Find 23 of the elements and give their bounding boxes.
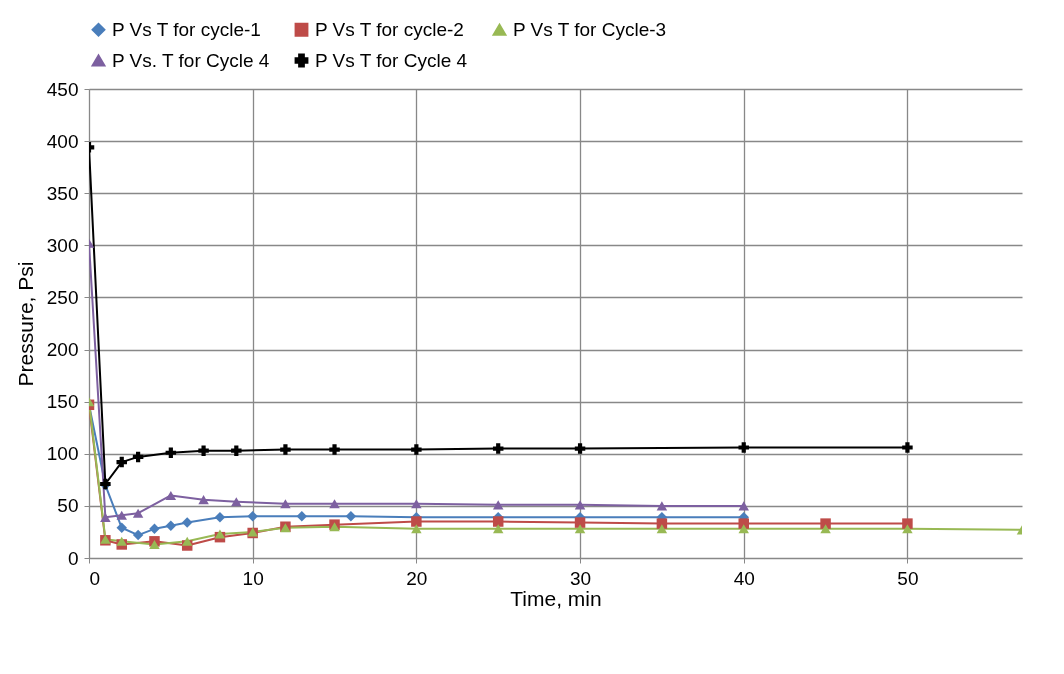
x-tick-label: 40 (733, 567, 755, 589)
legend-label: P Vs. T for Cycle 4 (112, 49, 270, 71)
y-tick-label: 350 (46, 182, 79, 204)
y-axis-title: Pressure, Psi (13, 261, 37, 387)
y-tick-label: 450 (46, 78, 79, 100)
legend-label: P Vs T for Cycle-3 (513, 18, 667, 40)
legend-label: P Vs T for cycle-1 (112, 18, 261, 40)
x-tick-label: 0 (89, 567, 101, 589)
x-tick-label: 20 (406, 567, 428, 589)
y-tick-label: 250 (46, 286, 79, 308)
legend-label: P Vs T for cycle-2 (315, 18, 464, 40)
y-tick-label: 100 (46, 443, 79, 465)
legend-label: P Vs T for Cycle 4 (315, 49, 468, 71)
x-tick-label: 10 (242, 567, 264, 589)
x-tick-label: 50 (897, 567, 919, 589)
y-tick-label: 200 (46, 339, 79, 361)
y-tick-label: 300 (46, 234, 79, 256)
y-tick-label: 400 (46, 130, 79, 152)
x-axis-title: Time, min (510, 586, 602, 610)
y-tick-label: 50 (57, 495, 79, 517)
y-tick-label: 150 (46, 391, 79, 413)
x-tick-label: 30 (569, 567, 592, 589)
y-tick-label: 0 (67, 547, 79, 569)
